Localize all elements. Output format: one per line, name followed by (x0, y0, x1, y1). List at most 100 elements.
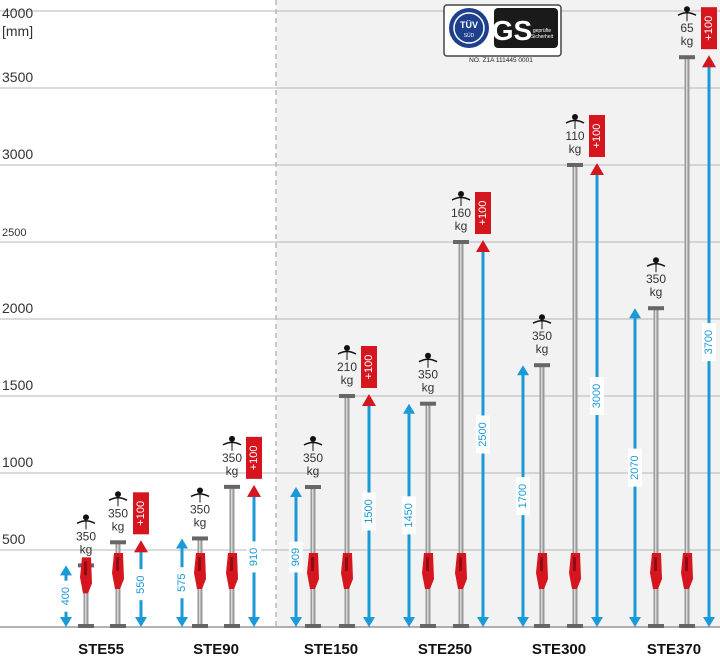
y-tick-label: 3000 (2, 146, 33, 162)
load-bracket-icon (303, 441, 323, 446)
load-weight-icon (229, 435, 235, 442)
load-weight-icon (310, 436, 316, 443)
load-bracket-icon (337, 350, 357, 355)
pole-base-plate (224, 624, 240, 628)
y-tick-label: 4000 (2, 5, 33, 21)
pole-highlight (346, 396, 348, 627)
arrow-label-bg (628, 448, 642, 487)
clamp-detail (540, 557, 543, 571)
arrow-label-bg (247, 541, 261, 573)
load-value: 350 (532, 329, 552, 343)
extension-badge (246, 436, 262, 479)
arrow-value-label: 2070 (629, 455, 641, 479)
load-unit: kg (422, 381, 435, 395)
pole-base-plate (339, 624, 355, 628)
x-category-label: STE250 (418, 641, 472, 657)
arrow-head-down (629, 617, 641, 627)
load-weight-icon (83, 514, 89, 521)
pole-highlight (541, 365, 543, 627)
arrow-head-down (290, 617, 302, 627)
arrow-value-label: 550 (135, 575, 147, 593)
load-value: 160 (451, 206, 471, 220)
arrow-head-up (60, 565, 72, 576)
load-weight-icon (684, 6, 690, 13)
load-unit: kg (536, 342, 549, 356)
arrow-head-up (517, 365, 529, 376)
arrow-label-bg (476, 415, 490, 454)
pole-base-plate (305, 624, 321, 628)
gs-mark-icon (494, 8, 558, 48)
clamp-detail (345, 557, 348, 571)
y-tick-label: 3500 (2, 69, 33, 85)
pole-base-plate (534, 624, 550, 628)
arrow-head-down (703, 617, 715, 627)
y-axis: 500 1000 1500 2000 2500 3000 3500 4000 [mm] (2, 5, 33, 547)
pole-top-plate (420, 401, 436, 406)
arrow-value-label: 3000 (591, 384, 603, 408)
pole-top-plate (567, 163, 583, 167)
extension-arrow-icon (134, 540, 148, 553)
chart-marks: 400550350kg350kg+100575910350kg350kg+100… (59, 6, 717, 628)
arrow-value-label: 909 (290, 548, 302, 566)
clamp-detail (116, 557, 119, 571)
pole-top-plate (224, 484, 240, 489)
clamp-detail (459, 557, 462, 571)
pole-base-plate (192, 624, 208, 628)
certification-badge: TÜV SÜD GS geprüfte Sicherheit NO. Z1A 1… (443, 4, 562, 64)
clamp-detail (311, 557, 314, 571)
load-value: 350 (108, 506, 128, 520)
load-value: 350 (76, 529, 96, 543)
x-category-label: STE90 (193, 641, 239, 657)
extension-arrow-icon (247, 484, 261, 497)
arrow-head-down (176, 617, 188, 627)
tuv-seal-ring (453, 12, 485, 44)
pole-base-plate (567, 624, 583, 628)
arrow-head-up (403, 403, 415, 414)
gs-line-1: geprüfte (533, 28, 552, 34)
background-panel (276, 0, 720, 627)
load-bracket-icon (532, 319, 552, 324)
load-weight-icon (539, 314, 545, 321)
extension-arrow-icon (590, 163, 604, 175)
pole-top-plate (192, 536, 208, 541)
extension-arrow-icon (702, 55, 716, 68)
arrow-label-bg (516, 477, 530, 516)
load-bracket-icon (646, 262, 666, 267)
arrow-value-label: 575 (176, 574, 188, 592)
load-bracket-icon (565, 119, 585, 124)
arrow-label-bg (175, 567, 189, 599)
load-value: 65 (680, 21, 694, 35)
clamp-detail (230, 557, 233, 571)
load-bracket-icon (108, 497, 128, 501)
tuv-seal-icon (449, 8, 489, 48)
extension-label: +100 (248, 445, 260, 470)
extension-arrow-icon (476, 240, 490, 252)
pole-base-plate (648, 624, 664, 628)
pole-base-plate (679, 624, 695, 628)
load-weight-icon (653, 257, 659, 264)
arrow-value-label: 1700 (517, 484, 529, 508)
certification-number: NO. Z1A 111445 0001 (469, 57, 533, 64)
extension-badge (701, 7, 717, 50)
pole-highlight (574, 165, 576, 627)
pole-base-plate (110, 624, 126, 628)
extension-label: +100 (591, 124, 603, 149)
extension-badge (361, 346, 377, 388)
tuv-subtext: SÜD (464, 32, 475, 39)
load-unit: kg (341, 373, 354, 387)
arrow-head-up (176, 538, 188, 549)
arrow-value-label: 400 (60, 587, 72, 605)
load-unit: kg (650, 285, 663, 299)
load-unit: kg (226, 464, 239, 478)
arrow-head-down (135, 617, 147, 627)
arrow-head-down (248, 617, 260, 627)
pole-highlight (427, 403, 429, 627)
arrow-value-label: 2500 (477, 422, 489, 446)
clamp-detail (426, 557, 429, 571)
x-category-label: STE370 (647, 641, 701, 657)
arrow-label-bg (590, 377, 604, 415)
arrow-head-up (629, 308, 641, 319)
arrow-label-bg (289, 541, 303, 573)
load-value: 210 (337, 360, 357, 374)
